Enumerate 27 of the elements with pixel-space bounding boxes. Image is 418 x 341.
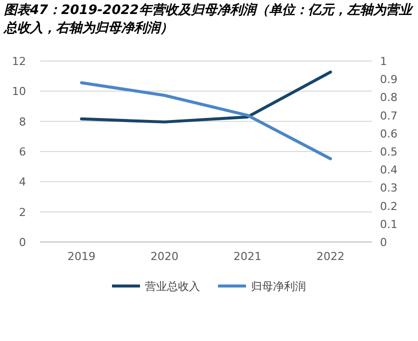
chart-title: 图表47：2019-2022年营收及归母净利润（单位：亿元，左轴为营业总收入，右轴为归母净利润） bbox=[4, 2, 414, 38]
y2-tick-label: 0.2 bbox=[380, 200, 398, 213]
y-tick-label: 10 bbox=[12, 85, 26, 98]
y-tick-label: 6 bbox=[19, 146, 26, 158]
line-series bbox=[80, 81, 332, 160]
y-tick-label: 12 bbox=[12, 55, 26, 68]
x-tick-label: 2020 bbox=[150, 250, 178, 263]
line-series bbox=[80, 70, 332, 124]
y2-tick-label: 0.4 bbox=[380, 164, 398, 177]
y2-tick-label: 0.5 bbox=[380, 146, 398, 158]
y-tick-label: 4 bbox=[19, 176, 26, 189]
y2-tick-label: 1 bbox=[380, 55, 387, 68]
legend-label: 归母净利润 bbox=[251, 280, 306, 293]
y2-tick-label: 0.3 bbox=[380, 182, 398, 195]
y-tick-label: 2 bbox=[19, 206, 26, 219]
y2-tick-label: 0.8 bbox=[380, 91, 398, 104]
y-tick-label: 0 bbox=[19, 236, 26, 249]
y2-tick-label: 0.9 bbox=[380, 73, 398, 86]
x-tick-label: 2022 bbox=[316, 250, 344, 263]
y2-tick-label: 0.7 bbox=[380, 109, 398, 122]
y2-tick-label: 0.6 bbox=[380, 127, 398, 140]
legend-label: 营业总收入 bbox=[145, 280, 200, 293]
y2-tick-label: 0.1 bbox=[380, 218, 398, 231]
x-tick-label: 2019 bbox=[68, 250, 96, 263]
y2-tick-label: 0 bbox=[380, 236, 387, 249]
y-tick-label: 8 bbox=[19, 115, 26, 128]
x-tick-label: 2021 bbox=[234, 250, 262, 263]
